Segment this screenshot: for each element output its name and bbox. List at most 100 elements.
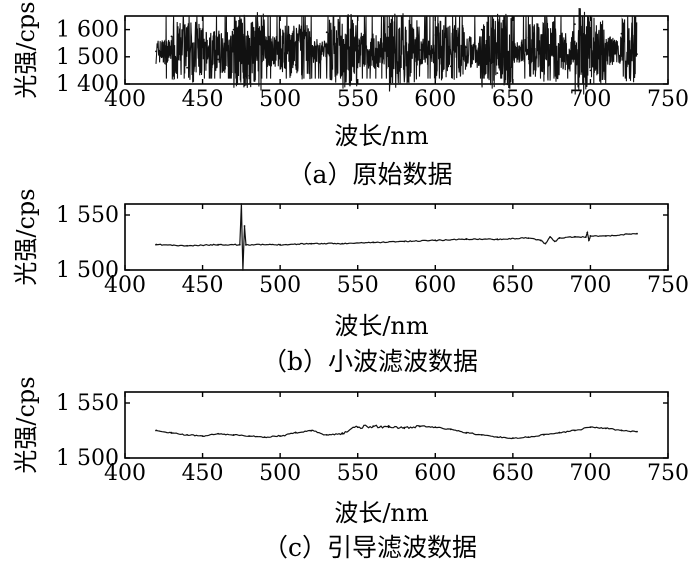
data-point — [558, 43, 561, 46]
data-point — [325, 434, 328, 436]
y-tick-label: 1 550 — [56, 391, 119, 416]
data-point — [434, 34, 437, 36]
data-point — [341, 72, 344, 74]
data-point — [636, 53, 638, 55]
data-point — [480, 434, 483, 436]
data-point — [434, 426, 437, 429]
data-point — [155, 50, 157, 53]
data-point — [279, 435, 281, 437]
data-point — [310, 429, 313, 432]
x-tick-label: 650 — [492, 273, 534, 298]
data-point — [605, 427, 607, 430]
x-tick-label: 400 — [104, 273, 146, 298]
x-tick-label: 400 — [104, 461, 146, 486]
data-point — [544, 242, 547, 245]
data-point — [186, 244, 189, 247]
data-point — [543, 66, 545, 69]
plot-frame — [124, 203, 669, 271]
x-tick-label: 600 — [414, 273, 456, 298]
data-point — [243, 225, 246, 227]
x-axis-label: 波长/nm — [334, 312, 429, 340]
data-point — [512, 437, 514, 440]
data-point — [341, 242, 344, 245]
data-point — [605, 235, 607, 237]
x-tick-label: 600 — [414, 87, 456, 112]
data-point — [403, 68, 406, 70]
data-point — [418, 49, 421, 51]
data-point — [170, 431, 173, 434]
x-tick-label: 750 — [647, 461, 689, 486]
x-tick-label: 450 — [182, 273, 224, 298]
series-line — [155, 424, 637, 440]
data-point — [527, 436, 530, 438]
y-tick-label: 1 500 — [56, 45, 119, 70]
data-point — [465, 46, 468, 49]
data-point — [387, 426, 390, 429]
y-tick-label: 1 550 — [56, 203, 119, 228]
data-point — [356, 45, 359, 47]
x-tick-label: 550 — [337, 87, 379, 112]
data-point — [527, 36, 530, 39]
data-point — [465, 238, 468, 241]
y-tick-label: 1 500 — [56, 446, 119, 471]
x-tick-label: 650 — [492, 461, 534, 486]
data-point — [294, 431, 297, 434]
x-tick-label: 450 — [182, 461, 224, 486]
x-tick-label: 700 — [569, 273, 611, 298]
data-point — [155, 243, 157, 246]
data-point — [434, 239, 437, 242]
data-point — [232, 434, 235, 436]
data-point — [155, 429, 157, 432]
data-point — [589, 69, 592, 72]
x-tick-label: 500 — [259, 87, 301, 112]
data-point — [387, 26, 390, 28]
chart-panel-2: 400 450 500 550 600 650 700 750 1 500 1 550 光强/cps… — [12, 188, 689, 376]
x-tick-label: 700 — [569, 461, 611, 486]
data-point — [341, 432, 344, 435]
data-point — [217, 432, 220, 435]
x-tick-label: 750 — [647, 273, 689, 298]
x-tick-label: 550 — [337, 461, 379, 486]
data-point — [539, 239, 542, 242]
data-point — [574, 23, 576, 26]
data-point — [263, 436, 266, 438]
data-point — [403, 240, 406, 243]
data-point — [636, 232, 638, 235]
data-point — [496, 238, 499, 241]
x-tick-label: 550 — [337, 273, 379, 298]
x-axis-label: 波长/nm — [334, 122, 429, 150]
data-point — [232, 28, 235, 31]
data-point — [636, 430, 638, 433]
data-point — [242, 269, 244, 271]
data-point — [170, 35, 173, 38]
data-point — [620, 32, 623, 35]
data-point — [201, 43, 204, 46]
data-point — [543, 434, 545, 436]
data-point — [248, 435, 251, 437]
data-point — [403, 427, 406, 430]
data-point — [279, 38, 281, 40]
data-point — [496, 72, 499, 74]
y-tick-label: 1 400 — [56, 72, 119, 97]
data-point — [574, 429, 576, 432]
chart-caption: （b）小波滤波数据 — [262, 347, 478, 376]
x-tick-label: 450 — [182, 87, 224, 112]
x-tick-label: 400 — [104, 87, 146, 112]
data-point — [584, 236, 587, 238]
x-tick-label: 500 — [259, 273, 301, 298]
data-point — [310, 50, 313, 53]
y-tick-label: 1 600 — [56, 18, 119, 43]
x-tick-label: 750 — [647, 87, 689, 112]
y-axis-label: 光强/cps — [12, 188, 40, 285]
data-point — [620, 429, 623, 432]
data-point — [588, 239, 590, 242]
data-point — [356, 426, 359, 429]
data-point — [310, 242, 313, 245]
data-point — [480, 28, 483, 31]
data-point — [372, 425, 375, 427]
data-point — [605, 47, 607, 50]
data-point — [245, 243, 247, 246]
data-point — [496, 436, 499, 438]
data-point — [465, 431, 468, 434]
data-point — [372, 241, 375, 244]
